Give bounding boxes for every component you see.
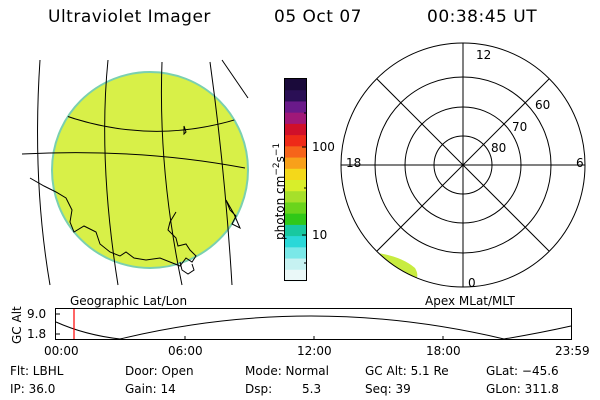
altitude-plot-frame <box>55 308 572 340</box>
colorbar-band <box>285 135 306 147</box>
sequence-info: Seq: 39 <box>365 382 411 396</box>
colorbar-band <box>285 146 306 159</box>
altitude-ytick-label-1-8: 1.8 <box>27 327 47 341</box>
graticule <box>21 59 249 286</box>
colorbar-band <box>285 101 306 114</box>
mode-info: Mode: Normal <box>245 364 329 378</box>
colorbar-band <box>285 90 306 102</box>
colorbar-band <box>285 112 306 125</box>
colorbar-band <box>285 191 306 203</box>
colorbar-band <box>285 247 306 260</box>
ip-info: IP: 36.0 <box>10 382 56 396</box>
polar-panel <box>340 42 586 288</box>
time-label-0600: 06:00 <box>168 344 203 358</box>
altitude-plot <box>55 308 572 340</box>
geographic-panel <box>21 59 249 286</box>
polar-emission-blob <box>370 252 418 286</box>
graticule-meridian <box>160 61 183 286</box>
altitude-ytick-label-9: 9.0 <box>27 307 47 321</box>
colorbar-band <box>285 180 306 192</box>
colorbar-tick-100: 100 <box>312 140 335 154</box>
colorbar-band <box>285 79 306 91</box>
dsp-value: 5.3 <box>302 382 322 396</box>
time-label-0000: 00:00 <box>44 344 79 358</box>
coastline-island <box>225 199 241 230</box>
colorbar-band <box>285 258 306 271</box>
colorbar-frame <box>284 78 307 281</box>
polar-lat-80: 80 <box>491 141 507 155</box>
earth-disk-image <box>51 71 249 269</box>
graticule-latitude-line <box>21 152 246 169</box>
polar-label-0: 0 <box>468 276 476 290</box>
altitude-axis-title: GC Alt <box>10 306 24 344</box>
altitude-curve <box>55 315 572 340</box>
graticule-inner <box>52 109 248 132</box>
colorbar-band <box>285 157 306 170</box>
graticule-meridian <box>104 59 119 286</box>
geo-latitude-info: GLat: −45.6 <box>486 364 559 378</box>
graticule-meridian <box>209 61 233 286</box>
polar-lat-60: 60 <box>535 98 551 112</box>
colorbar-band <box>285 269 306 282</box>
colorbar-band <box>285 224 306 237</box>
colorbar-band <box>285 236 306 248</box>
colorbar-gradient <box>285 79 306 282</box>
gc-altitude-info: GC Alt: 5.1 Re <box>365 364 449 378</box>
geo-longitude-info: GLon: 311.8 <box>486 382 559 396</box>
door-info: Door: Open <box>125 364 194 378</box>
colorbar-band <box>285 213 306 226</box>
coastline-peninsula <box>179 261 195 275</box>
colorbar-band <box>285 123 306 136</box>
coastline <box>29 125 241 275</box>
filter-info: Flt: LBHL <box>10 364 64 378</box>
polar-diagonal <box>376 78 550 252</box>
coastline-main <box>29 177 197 267</box>
dsp-label: Dsp: <box>245 382 273 396</box>
time-label-2359: 23:59 <box>555 344 590 358</box>
time-label-1800: 18:00 <box>426 344 461 358</box>
graticule-meridian <box>221 59 249 99</box>
polar-label-12: 12 <box>476 48 492 62</box>
instrument-title: Ultraviolet Imager <box>48 7 211 27</box>
date-label: 05 Oct 07 <box>274 7 362 27</box>
polar-grid <box>340 42 586 288</box>
time-label-1200: 12:00 <box>297 344 332 358</box>
colorbar-band <box>285 168 306 181</box>
time-label: 00:38:45 UT <box>427 7 538 27</box>
coastline-islet <box>183 125 187 136</box>
colorbar-band <box>285 202 306 215</box>
graticule-meridian <box>37 59 51 286</box>
polar-panel-label: Apex MLat/MLT <box>425 294 515 308</box>
polar-label-6: 6 <box>576 156 584 170</box>
geographic-panel-label: Geographic Lat/Lon <box>70 294 188 308</box>
gain-info: Gain: 14 <box>125 382 176 396</box>
polar-lat-70: 70 <box>512 120 528 134</box>
graticule-latitude-line <box>52 109 248 132</box>
polar-label-18: 18 <box>346 156 362 170</box>
colorbar <box>284 78 307 282</box>
colorbar-tick-10: 10 <box>312 228 328 242</box>
